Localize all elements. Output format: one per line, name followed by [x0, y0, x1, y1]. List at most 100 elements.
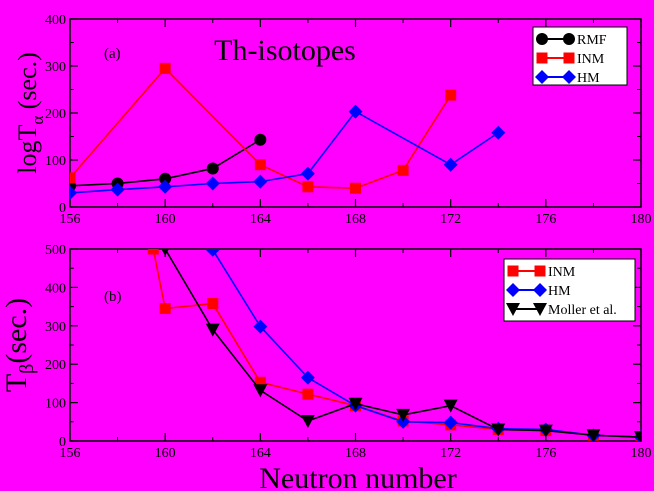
x-tick-label: 176 — [535, 212, 556, 227]
data-point-hm — [491, 125, 506, 140]
series-group — [147, 249, 641, 441]
legend-marker-moller-et-al — [506, 303, 520, 316]
legend-box — [532, 26, 628, 86]
legend-marker-hm — [506, 283, 520, 297]
legend-marker-inm — [536, 52, 548, 64]
x-tick-label: 160 — [155, 446, 176, 461]
legend-marker-rmf — [563, 33, 575, 45]
legend-label-inm: INM — [577, 52, 605, 67]
data-point-hm — [70, 185, 77, 200]
legend-label-inm: INM — [548, 265, 576, 280]
x-axis-label: Neutron number — [259, 462, 456, 491]
data-point-moller-et-al — [300, 415, 315, 429]
data-point-inm — [302, 388, 314, 400]
data-point-hm — [253, 319, 268, 334]
y-tick-label: 100 — [45, 154, 66, 169]
y-tick-label: 400 — [45, 281, 66, 296]
x-tick-label: 172 — [440, 446, 461, 461]
legend-label-hm: HM — [577, 71, 600, 86]
y-axis-label-main: logT — [13, 125, 42, 174]
data-point-hm — [110, 182, 125, 197]
data-point-moller-et-al — [634, 431, 641, 441]
data-point-moller-et-al — [348, 397, 363, 411]
data-point-hm — [253, 174, 268, 189]
x-tick-label: 168 — [345, 446, 366, 461]
x-tick-label: 176 — [535, 446, 556, 461]
data-point-moller-et-al — [586, 429, 601, 441]
y-axis-label-sub: β — [16, 364, 38, 374]
y-tick-label: 300 — [45, 320, 66, 335]
data-point-hm — [300, 370, 315, 385]
x-tick-label: 164 — [250, 212, 271, 227]
data-point-inm — [159, 303, 171, 315]
data-point-moller-et-al — [443, 399, 458, 413]
y-axis-label-main: T — [0, 374, 33, 392]
data-point-inm — [207, 298, 219, 310]
data-point-inm — [350, 182, 361, 194]
data-point-inm — [159, 62, 171, 74]
legend-marker-inm — [563, 52, 575, 64]
y-tick-label: 0 — [59, 435, 66, 450]
x-tick-label: 180 — [631, 446, 652, 461]
y-tick-label: 100 — [45, 397, 66, 412]
data-point-rmf — [254, 133, 267, 146]
panel-b: 156 160 164 168 172 176 1800100200300400500Tβ(… — [0, 243, 652, 461]
x-tick-label: 180 — [631, 212, 652, 227]
legend-marker-hm — [533, 283, 547, 297]
y-axis-label-tail: (sec.) — [13, 52, 42, 116]
y-tick-label: 500 — [45, 243, 66, 258]
y-tick-label: 200 — [45, 107, 66, 122]
data-point-hm — [348, 104, 363, 119]
y-axis-label-tail: (sec.) — [0, 298, 33, 364]
data-point-inm — [147, 249, 159, 255]
panel-label: (a) — [104, 46, 121, 62]
x-tick-label: 168 — [345, 212, 366, 227]
y-tick-label: 300 — [45, 60, 66, 75]
legend-marker-hm — [562, 70, 576, 84]
data-point-inm — [254, 376, 266, 388]
y-tick-label: 400 — [45, 13, 66, 28]
data-point-rmf — [159, 172, 172, 185]
data-point-moller-et-al — [396, 408, 411, 422]
data-point-hm — [205, 249, 220, 257]
series-group — [70, 62, 506, 200]
data-point-inm — [397, 164, 409, 176]
y-axis-label: logTα (sec.) — [13, 52, 47, 174]
data-point-moller-et-al — [205, 323, 220, 337]
x-tick-label: 164 — [250, 446, 271, 461]
legend-marker-rmf — [536, 33, 548, 45]
legend-label-hm: HM — [548, 284, 571, 299]
series-line-inm — [70, 67, 452, 190]
data-point-inm — [70, 172, 76, 184]
data-point-inm — [302, 181, 314, 193]
data-point-hm — [443, 415, 458, 430]
data-point-moller-et-al — [538, 424, 553, 438]
data-point-rmf — [206, 162, 219, 175]
x-tick-label: 156 — [60, 446, 81, 461]
data-point-moller-et-al — [253, 384, 268, 398]
legend: RMF INM HM — [532, 26, 628, 86]
panel-a: 156 160 164 168 172 176 180 0 100 200 300 400 logTα … — [13, 13, 652, 227]
data-point-hm — [205, 176, 220, 191]
legend-marker-inm — [534, 265, 546, 277]
chart-title: Th-isotopes — [214, 34, 356, 67]
legend-marker-hm — [535, 70, 549, 84]
legend: INM HM Moller et al. — [503, 258, 636, 322]
data-point-hm — [158, 179, 173, 194]
x-tick-label: 172 — [440, 212, 461, 227]
legend-label-moller-et-al: Moller et al. — [548, 303, 617, 318]
data-point-moller-et-al — [491, 423, 506, 437]
x-tick-label: 156 — [60, 212, 81, 227]
y-axis-label: Tβ(sec.) — [0, 298, 38, 392]
data-point-hm — [300, 166, 315, 181]
data-point-hm — [443, 157, 458, 172]
y-axis-label-sub: α — [28, 116, 47, 125]
y-tick-label: 200 — [45, 358, 66, 373]
data-point-inm — [445, 89, 457, 101]
series-line-hm — [70, 110, 499, 194]
legend-marker-inm — [507, 265, 519, 277]
data-point-moller-et-al — [161, 249, 169, 256]
legend-marker-moller-et-al — [533, 303, 547, 316]
panel-label: (b) — [104, 289, 122, 305]
